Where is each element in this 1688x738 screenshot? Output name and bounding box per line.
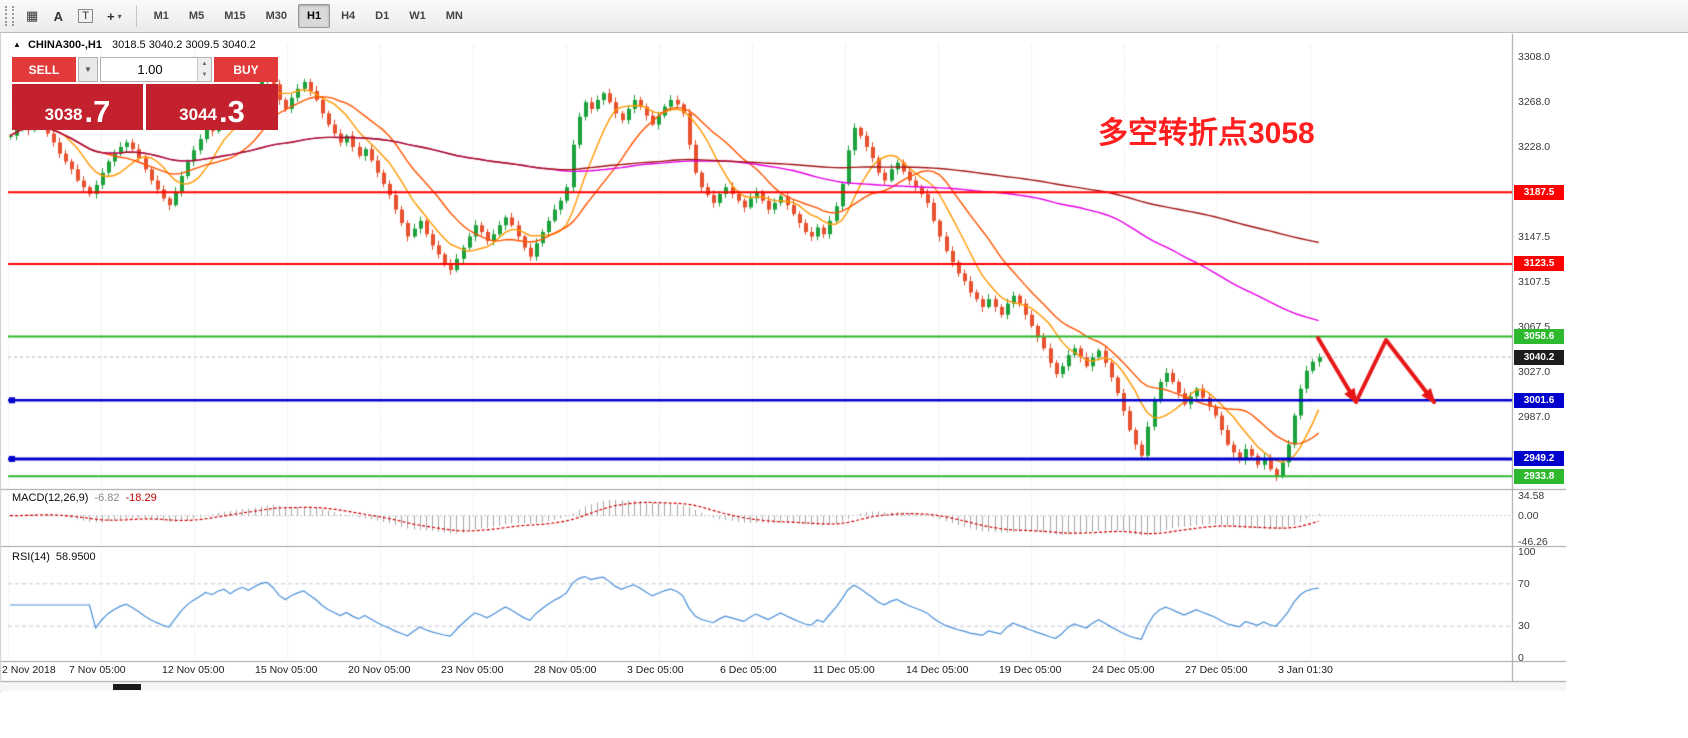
- price-line-badge-3123.5: 3123.5: [1514, 256, 1564, 272]
- price-axis-label: 3308.0: [1518, 51, 1551, 64]
- price-axis-label: 3147.5: [1518, 231, 1551, 244]
- time-axis-label: 11 Dec 05:00: [813, 664, 875, 676]
- time-axis-label: 15 Nov 05:00: [255, 664, 318, 676]
- h-scrollbar-thumb[interactable]: [113, 684, 141, 690]
- price-line-badge-3187.5: 3187.5: [1514, 184, 1564, 200]
- time-axis-label: 3 Jan 01:30: [1278, 664, 1333, 676]
- macd-axis-label: -46.26: [1518, 536, 1548, 548]
- timeframe-button-h4[interactable]: H4: [332, 4, 364, 28]
- price-axis-label: 3027.0: [1518, 365, 1551, 378]
- volume-stepper: ▲ ▼: [197, 58, 211, 81]
- time-axis-label: 2 Nov 2018: [2, 664, 56, 676]
- one-click-trade-panel: SELL ▼ ▲ ▼ BUY 3038 .7 3044 .3: [12, 57, 278, 130]
- price-axis-label: 2987.0: [1518, 410, 1551, 423]
- stepper-up-icon[interactable]: ▲: [198, 58, 211, 70]
- price-axis-label: 3228.0: [1518, 140, 1551, 153]
- sell-price-display[interactable]: 3038 .7: [12, 84, 143, 130]
- main-toolbar: ▦ A T + ▾ M1 M5 M15 M30 H1 H4 D1 W1 MN: [0, 0, 1688, 33]
- rsi-value: 58.9500: [55, 551, 96, 563]
- time-axis-label: 24 Dec 05:00: [1092, 664, 1155, 676]
- buy-button[interactable]: BUY: [214, 57, 278, 82]
- font-tool-icon[interactable]: A: [46, 4, 70, 28]
- macd-axis-label: 0.00: [1518, 509, 1539, 522]
- collapse-arrow-icon: ▲: [13, 40, 21, 49]
- rsi-label: RSI(14) 58.9500: [12, 551, 96, 563]
- price-axis-label: 3107.5: [1518, 275, 1551, 288]
- sell-price-main: 3038: [44, 105, 83, 124]
- volume-field-wrap: ▲ ▼: [100, 57, 212, 82]
- buy-price-display[interactable]: 3044 .3: [146, 84, 278, 130]
- chevron-down-icon: ▾: [117, 11, 122, 21]
- toolbar-drag-handle[interactable]: [5, 6, 14, 26]
- rsi-name: RSI(14): [12, 551, 50, 563]
- price-line-badge-2933.8: 2933.8: [1514, 468, 1564, 484]
- crosshair-tool-button[interactable]: + ▾: [101, 4, 128, 28]
- macd-signal-value: -18.29: [125, 492, 157, 504]
- time-axis-label: 23 Nov 05:00: [441, 664, 504, 676]
- symbol-name: CHINA300-,H1: [27, 39, 102, 51]
- timeframe-button-mn[interactable]: MN: [437, 4, 472, 28]
- macd-name: MACD(12,26,9): [12, 492, 89, 504]
- timeframe-button-m30[interactable]: M30: [257, 4, 296, 28]
- current-price-badge: 3040.2: [1514, 349, 1564, 365]
- price-line-badge-2949.2: 2949.2: [1514, 451, 1564, 467]
- timeframe-group: M1 M5 M15 M30 H1 H4 D1 W1 MN: [144, 4, 473, 28]
- timeframe-button-h1[interactable]: H1: [298, 4, 331, 28]
- rsi-axis-label: 30: [1518, 620, 1530, 633]
- time-axis-label: 20 Nov 05:00: [348, 664, 411, 676]
- price-line-badge-3001.6: 3001.6: [1514, 392, 1564, 408]
- toolbar-separator: [135, 5, 137, 27]
- stepper-down-icon[interactable]: ▼: [198, 69, 211, 81]
- timeframe-button-m15[interactable]: M15: [215, 4, 254, 28]
- time-axis-label: 12 Nov 05:00: [162, 664, 225, 676]
- timeframe-button-d1[interactable]: D1: [366, 4, 398, 28]
- text-tool-icon[interactable]: T: [72, 4, 99, 28]
- windows-grid-icon[interactable]: ▦: [20, 4, 44, 28]
- price-line-badge-3058.6: 3058.6: [1514, 329, 1564, 344]
- volume-input[interactable]: [101, 58, 211, 81]
- timeframe-button-m5[interactable]: M5: [180, 4, 213, 28]
- buy-price-big-digit: .3: [218, 93, 245, 129]
- sell-price-big-digit: .7: [84, 93, 111, 129]
- macd-main-value: -6.82: [94, 492, 120, 504]
- time-axis-label: 14 Dec 05:00: [906, 664, 969, 676]
- turning-point-annotation: 多空转折点3058: [1098, 117, 1315, 150]
- order-type-dropdown[interactable]: ▼: [78, 57, 98, 82]
- time-axis-label: 19 Dec 05:00: [999, 664, 1062, 676]
- timeframe-button-m1[interactable]: M1: [145, 4, 178, 28]
- buy-price-main: 3044: [179, 105, 217, 124]
- rsi-axis-label: 100: [1518, 546, 1536, 558]
- sell-button[interactable]: SELL: [12, 57, 76, 82]
- time-axis-label: 28 Nov 05:00: [534, 664, 597, 676]
- time-axis-label: 7 Nov 05:00: [69, 664, 126, 676]
- price-axis-label: 3268.0: [1518, 96, 1551, 109]
- time-axis-label: 3 Dec 05:00: [627, 664, 684, 676]
- time-axis-label: 6 Dec 05:00: [720, 664, 777, 676]
- chart-title: ▲ CHINA300-,H1 3018.5 3040.2 3009.5 3040…: [13, 39, 256, 51]
- macd-label: MACD(12,26,9) -6.82 -18.29: [12, 492, 157, 504]
- rsi-axis-label: 0: [1518, 652, 1524, 664]
- text-tool-glyph: T: [78, 9, 94, 23]
- timeframe-button-w1[interactable]: W1: [400, 4, 435, 28]
- ohlc-values: 3018.5 3040.2 3009.5 3040.2: [112, 39, 256, 51]
- macd-axis-label: 34.58: [1518, 490, 1545, 502]
- crosshair-icon: +: [107, 8, 115, 24]
- rsi-axis-label: 70: [1518, 577, 1530, 590]
- time-axis-label: 27 Dec 05:00: [1185, 664, 1248, 676]
